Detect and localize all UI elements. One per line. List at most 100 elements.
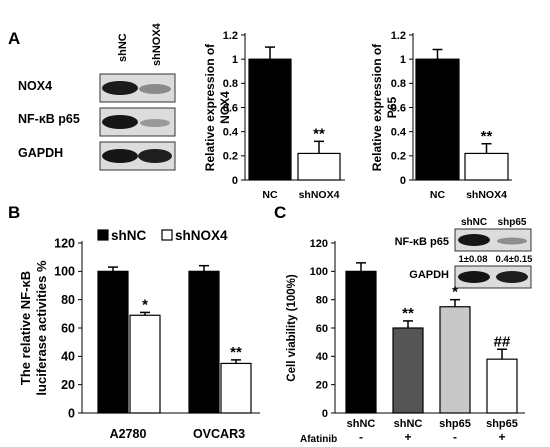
y-axis-label: The relative NF-κB [18, 271, 33, 385]
x-tick-label: shNOX4 [299, 189, 340, 201]
y-tick-label: 1 [400, 54, 406, 66]
bar [486, 358, 518, 414]
y-tick-label: 120 [54, 236, 75, 250]
blot-a-row-label: NOX4 [18, 79, 52, 93]
blot-c-lane-label: shNC [461, 217, 487, 228]
y-axis-label: NOX4 [218, 91, 232, 124]
bar [129, 314, 161, 414]
y-tick-label: 0.2 [391, 151, 406, 163]
blot-a-band [138, 149, 172, 163]
y-tick-label: 0.6 [223, 102, 238, 114]
x-tick-label: shNC [347, 418, 376, 430]
y-tick-label: 0.4 [391, 127, 407, 139]
bar [415, 58, 460, 181]
bar [248, 58, 292, 181]
y-tick-label: 40 [316, 351, 328, 363]
y-tick-label: 0 [322, 408, 328, 420]
y-tick-label: 60 [316, 323, 328, 335]
significance-label: ** [313, 125, 325, 142]
panel-label-c: C [274, 203, 286, 222]
significance-label: ## [494, 333, 511, 350]
blot-a-band [102, 149, 138, 163]
y-tick-label: 0.2 [223, 151, 238, 163]
significance-label: ** [481, 128, 493, 145]
y-tick-label: 20 [61, 378, 75, 392]
treatment-label: Afatinib [300, 434, 337, 445]
bar [439, 306, 471, 414]
significance-label: * [452, 284, 458, 301]
significance-label: ** [230, 344, 242, 361]
significance-label: * [142, 296, 148, 313]
y-tick-label: 100 [54, 265, 75, 279]
blot-c-row-label: NF-κB p65 [395, 236, 449, 248]
y-tick-label: 100 [310, 266, 328, 278]
significance-label: ** [402, 305, 414, 322]
y-tick-label: 0 [232, 175, 238, 187]
bar [464, 152, 509, 181]
blot-c-band [496, 271, 528, 283]
y-axis-label: P65 [385, 97, 399, 119]
y-tick-label: 0.8 [391, 78, 406, 90]
y-tick-label: 1.2 [391, 30, 406, 42]
treatment-sign: - [453, 430, 457, 444]
blot-c-lane-label: shp65 [498, 217, 527, 228]
y-tick-label: 120 [310, 238, 328, 250]
bar [345, 270, 377, 414]
treatment-sign: + [498, 430, 505, 444]
x-tick-label: NC [430, 189, 446, 201]
blot-a-band [140, 119, 170, 127]
y-tick-label: 1 [232, 54, 238, 66]
x-tick-label: shNC [394, 418, 423, 430]
bar [392, 327, 424, 414]
blot-a: shNC shNOX4 NOX4 NF-κB p65 GAPDH [18, 22, 176, 171]
y-tick-label: 0.8 [223, 78, 238, 90]
chart-p65-expression: 0 0.2 0.4 0.6 0.8 1 1.2 NC ** shNOX4 Relative expr… [370, 30, 512, 201]
y-tick-label: 40 [61, 350, 75, 364]
y-tick-label: 20 [316, 380, 328, 392]
y-tick-label: 80 [61, 293, 75, 307]
treatment-sign: - [359, 430, 363, 444]
bar [220, 362, 252, 414]
y-tick-label: 0 [400, 175, 406, 187]
blot-c-band [458, 234, 490, 246]
x-tick-label: shp65 [439, 418, 471, 430]
bar [188, 270, 220, 414]
y-tick-label: 1.2 [223, 30, 238, 42]
blot-a-lane-label: shNOX4 [151, 22, 163, 66]
y-axis-label: Relative expression of [203, 43, 217, 171]
y-axis-label: luciferase activities % [34, 260, 49, 396]
blot-c: shNC shp65 NF-κB p65 GAPDH 1±0.08 0.4±0.… [395, 217, 534, 289]
legend-label: shNC [111, 228, 147, 243]
legend-swatch [97, 229, 109, 241]
legend-label: shNOX4 [175, 228, 228, 243]
blot-a-band [102, 81, 138, 95]
blot-a-band [102, 115, 138, 129]
blot-a-band [139, 84, 171, 94]
blot-c-band [497, 237, 527, 245]
blot-a-row-label: NF-κB p65 [18, 112, 80, 126]
bar [97, 270, 129, 414]
blot-c-quant: 0.4±0.15 [496, 254, 534, 265]
x-tick-label: A2780 [110, 427, 147, 441]
treatment-sign: + [404, 430, 411, 444]
x-tick-label: NC [262, 189, 278, 201]
blot-a-lane-label: shNC [117, 33, 129, 62]
blot-c-row-label: GAPDH [409, 269, 449, 281]
x-tick-label: shNOX4 [466, 189, 507, 201]
panel-label-a: A [8, 29, 20, 48]
panel-label-b: B [8, 203, 20, 222]
y-tick-label: 80 [316, 295, 328, 307]
x-tick-label: shp65 [486, 418, 518, 430]
blot-c-band [458, 271, 490, 283]
chart-cell-viability: 020406080100120shNC-**shNC+*shp65-##shp6… [286, 238, 525, 445]
y-tick-label: 0 [68, 406, 75, 420]
chart-nox4-expression: 0 0.2 0.4 0.6 0.8 1 1.2 NC ** shNOX4 Relative expr… [203, 30, 345, 201]
x-tick-label: OVCAR3 [193, 427, 245, 441]
y-tick-label: 0.6 [391, 102, 406, 114]
y-tick-label: 60 [61, 321, 75, 335]
legend-swatch [161, 229, 173, 241]
blot-a-row-label: GAPDH [18, 146, 63, 160]
y-axis-label: Cell viability (100%) [286, 274, 298, 382]
